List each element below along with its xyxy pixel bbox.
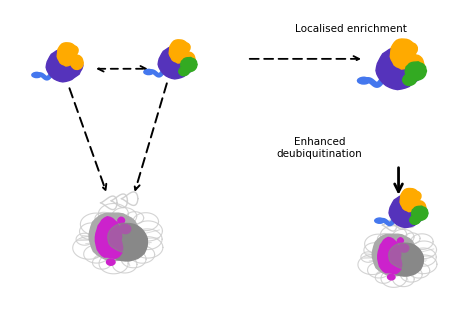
Polygon shape	[357, 77, 370, 84]
Polygon shape	[411, 206, 428, 220]
Polygon shape	[183, 52, 195, 66]
Polygon shape	[388, 274, 395, 280]
Text: Enhanced
deubiquitination: Enhanced deubiquitination	[276, 137, 362, 159]
Polygon shape	[398, 238, 403, 244]
Polygon shape	[32, 72, 41, 78]
Polygon shape	[108, 224, 147, 261]
Polygon shape	[375, 218, 384, 223]
Polygon shape	[389, 243, 419, 268]
Polygon shape	[95, 217, 122, 257]
Polygon shape	[158, 46, 195, 79]
Polygon shape	[408, 55, 424, 73]
Polygon shape	[402, 74, 417, 86]
Polygon shape	[107, 236, 123, 258]
Polygon shape	[378, 237, 401, 273]
Polygon shape	[412, 192, 421, 201]
Text: Localised enrichment: Localised enrichment	[295, 24, 407, 34]
Polygon shape	[388, 255, 402, 274]
Polygon shape	[108, 223, 143, 252]
Polygon shape	[69, 46, 78, 55]
Polygon shape	[399, 244, 409, 252]
Polygon shape	[400, 188, 419, 212]
Polygon shape	[390, 39, 416, 69]
Polygon shape	[410, 215, 420, 224]
Polygon shape	[414, 201, 426, 215]
Polygon shape	[57, 43, 77, 66]
Polygon shape	[107, 259, 115, 265]
Polygon shape	[405, 43, 417, 55]
Polygon shape	[120, 224, 131, 234]
Polygon shape	[181, 57, 197, 72]
Polygon shape	[389, 195, 426, 228]
Polygon shape	[389, 243, 423, 276]
Polygon shape	[46, 49, 83, 82]
Polygon shape	[144, 69, 153, 75]
Polygon shape	[169, 40, 189, 63]
Polygon shape	[376, 47, 424, 90]
Polygon shape	[71, 55, 83, 69]
Polygon shape	[118, 217, 125, 224]
Polygon shape	[405, 62, 427, 80]
Polygon shape	[179, 67, 190, 76]
Polygon shape	[89, 213, 141, 261]
Polygon shape	[372, 234, 418, 276]
Polygon shape	[181, 43, 190, 52]
